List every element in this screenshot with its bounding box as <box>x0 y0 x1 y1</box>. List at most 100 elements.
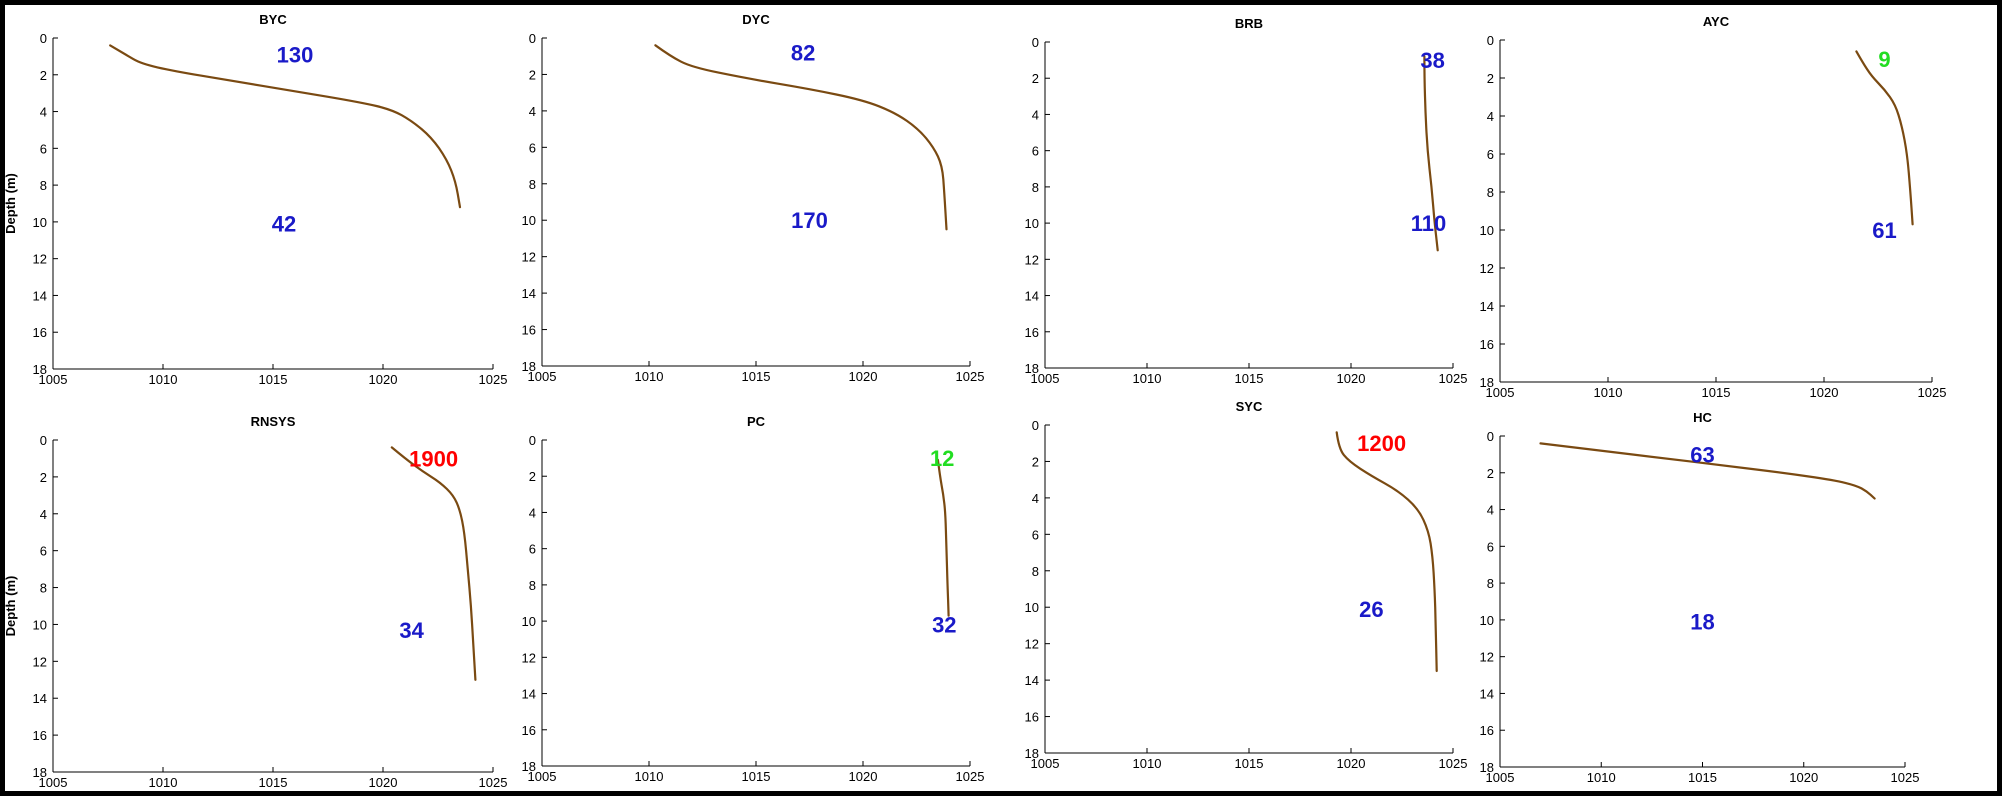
y-tick-label: 10 <box>33 617 47 632</box>
density-profile-line <box>654 44 948 231</box>
y-tick-label: 18 <box>33 362 47 377</box>
y-tick-label: 16 <box>1480 723 1494 738</box>
annotation-label: 61 <box>1872 218 1896 243</box>
y-tick-label: 8 <box>529 578 536 593</box>
density-profile-line <box>109 44 462 209</box>
panel-title: HC <box>1693 410 1712 425</box>
annotation-label: 1200 <box>1357 431 1406 456</box>
x-tick-label: 1005 <box>1486 385 1515 400</box>
y-tick-label: 4 <box>40 507 47 522</box>
y-tick-label: 12 <box>522 650 536 665</box>
y-tick-label: 18 <box>522 359 536 374</box>
density-profile-line <box>1423 55 1439 252</box>
x-tick-label: 1005 <box>1486 770 1515 785</box>
x-tick-label: 1025 <box>1891 770 1920 785</box>
y-tick-label: 12 <box>33 252 47 267</box>
x-tick-label: 1010 <box>149 775 178 790</box>
x-tick-label: 1015 <box>1688 770 1717 785</box>
x-tick-label: 1025 <box>479 775 508 790</box>
y-tick-label: 0 <box>529 31 536 46</box>
annotation-label: 38 <box>1420 48 1444 73</box>
y-tick-label: 14 <box>33 288 47 303</box>
y-tick-label: 12 <box>1025 637 1039 652</box>
y-tick-label: 4 <box>40 105 47 120</box>
y-tick-label: 10 <box>33 215 47 230</box>
annotation-label: 9 <box>1878 47 1890 72</box>
y-tick-label: 10 <box>522 614 536 629</box>
x-tick-label: 1020 <box>1810 385 1839 400</box>
y-tick-label: 16 <box>33 325 47 340</box>
x-tick-label: 1020 <box>1789 770 1818 785</box>
annotation-label: 26 <box>1359 597 1383 622</box>
y-tick-label: 16 <box>33 728 47 743</box>
y-tick-label: 2 <box>1487 71 1494 86</box>
y-tick-label: 16 <box>522 323 536 338</box>
x-tick-label: 1010 <box>1587 770 1616 785</box>
annotation-label: 110 <box>1411 211 1447 236</box>
x-tick-label: 1015 <box>1235 371 1264 386</box>
panel-title: DYC <box>742 12 770 27</box>
x-tick-label: 1005 <box>1031 371 1060 386</box>
y-tick-label: 0 <box>40 31 47 46</box>
y-tick-label: 14 <box>33 691 47 706</box>
x-tick-label: 1025 <box>1439 756 1468 771</box>
y-tick-label: 0 <box>1032 418 1039 433</box>
panel-title: AYC <box>1703 14 1730 29</box>
y-tick-label: 6 <box>1487 147 1494 162</box>
x-tick-label: 1015 <box>742 369 771 384</box>
y-tick-label: 6 <box>1032 144 1039 159</box>
y-tick-label: 18 <box>1480 760 1494 775</box>
y-tick-label: 18 <box>522 759 536 774</box>
y-tick-label: 12 <box>33 654 47 669</box>
y-tick-label: 12 <box>1480 261 1494 276</box>
x-tick-label: 1015 <box>1702 385 1731 400</box>
y-tick-label: 0 <box>1487 429 1494 444</box>
y-tick-label: 0 <box>1487 33 1494 48</box>
y-tick-label: 4 <box>1032 491 1039 506</box>
x-tick-label: 1010 <box>1133 756 1162 771</box>
x-tick-label: 1015 <box>259 372 288 387</box>
y-tick-label: 12 <box>522 250 536 265</box>
x-tick-label: 1010 <box>1133 371 1162 386</box>
x-tick-label: 1015 <box>742 769 771 784</box>
annotation-label: 63 <box>1690 442 1714 467</box>
y-tick-label: 2 <box>1032 454 1039 469</box>
y-tick-label: 6 <box>40 141 47 156</box>
y-axis-label: Depth (m) <box>3 173 18 234</box>
x-tick-label: 1025 <box>956 769 985 784</box>
y-tick-label: 16 <box>1480 337 1494 352</box>
annotation-label: 42 <box>272 212 296 237</box>
panel-title: RNSYS <box>251 414 296 429</box>
x-tick-label: 1020 <box>849 369 878 384</box>
y-tick-label: 10 <box>1480 613 1494 628</box>
x-tick-label: 1010 <box>635 369 664 384</box>
x-tick-label: 1005 <box>39 775 68 790</box>
x-tick-label: 1015 <box>259 775 288 790</box>
annotation-label: 130 <box>277 43 314 68</box>
x-tick-label: 1005 <box>1031 756 1060 771</box>
y-tick-label: 16 <box>1025 325 1039 340</box>
y-tick-label: 8 <box>1032 564 1039 579</box>
y-tick-label: 0 <box>1032 35 1039 50</box>
density-profile-line <box>390 446 477 681</box>
y-tick-label: 0 <box>40 433 47 448</box>
x-tick-label: 1025 <box>1918 385 1947 400</box>
y-tick-label: 16 <box>1025 710 1039 725</box>
annotation-label: 12 <box>930 446 954 471</box>
x-tick-label: 1005 <box>528 769 557 784</box>
y-tick-label: 10 <box>1025 600 1039 615</box>
density-profile-line <box>1855 50 1914 226</box>
y-tick-label: 16 <box>522 723 536 738</box>
y-tick-label: 2 <box>1487 466 1494 481</box>
panel-title: BRB <box>1235 16 1263 31</box>
y-tick-label: 2 <box>40 470 47 485</box>
x-tick-label: 1025 <box>479 372 508 387</box>
y-tick-label: 14 <box>1480 299 1494 314</box>
y-tick-label: 2 <box>1032 71 1039 86</box>
